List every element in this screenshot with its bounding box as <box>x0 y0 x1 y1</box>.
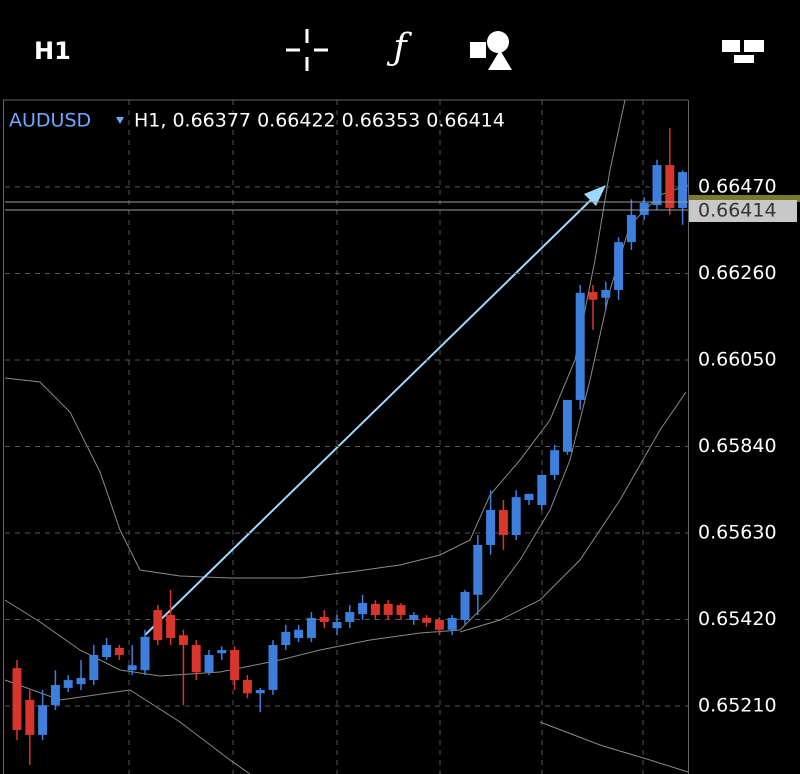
candle-body <box>50 685 60 706</box>
candle-body <box>434 619 444 630</box>
candle-body <box>166 614 176 639</box>
candle-body <box>460 591 470 620</box>
candle-body <box>332 621 342 629</box>
candle-body <box>319 617 329 622</box>
candle-body <box>268 645 278 690</box>
candle-body <box>178 635 188 646</box>
symbol-name[interactable]: AUDUSD <box>9 110 91 132</box>
candle-body <box>511 497 521 536</box>
candle-body <box>242 680 252 694</box>
y-tick-label: 0.65630 <box>698 521 777 543</box>
candle-body <box>409 614 419 620</box>
candle-body <box>89 654 99 681</box>
y-tick-label: 0.66470 <box>698 175 777 197</box>
y-tick-label: 0.66050 <box>698 348 777 370</box>
candle-body <box>38 705 48 735</box>
trend-arrow <box>144 192 599 636</box>
candle-body <box>473 544 483 595</box>
candle-body <box>306 617 316 639</box>
crosshair-button[interactable] <box>286 29 328 71</box>
candle-body <box>537 474 547 505</box>
ask-marker <box>689 194 800 202</box>
objects-button[interactable] <box>470 31 512 70</box>
candle-body <box>601 289 611 298</box>
candle-body <box>294 629 304 639</box>
y-tick-label: 0.65420 <box>698 608 777 630</box>
candle-body <box>498 509 508 536</box>
candle-body <box>678 172 688 208</box>
candle-body <box>396 605 406 615</box>
candle-body <box>626 214 636 243</box>
candle-body <box>639 202 649 215</box>
candle-body <box>114 647 124 655</box>
windows-button[interactable] <box>722 40 764 63</box>
candle-body <box>255 689 265 694</box>
chart <box>3 99 689 774</box>
candle-body <box>102 645 112 657</box>
candle-body <box>550 450 560 475</box>
y-tick-label: 0.66260 <box>698 262 777 284</box>
candle-body <box>25 699 35 735</box>
timeframe-button[interactable]: H1 <box>34 37 71 65</box>
candle-body <box>665 165 675 208</box>
candle-body <box>281 631 291 646</box>
price-label: 0.66414 <box>698 199 777 221</box>
candle-body <box>204 654 214 673</box>
candle-body <box>345 612 355 622</box>
candle-body <box>358 603 368 615</box>
ohlc-info: H1, 0.66377 0.66422 0.66353 0.66414 <box>134 110 505 132</box>
candle-body <box>562 399 572 452</box>
candle-body <box>153 610 163 641</box>
candle-body <box>63 680 73 688</box>
candle-body <box>140 636 150 671</box>
candle-body <box>230 649 240 681</box>
candle-body <box>217 649 227 654</box>
price-label-box <box>689 199 797 222</box>
candle-body <box>76 678 86 685</box>
candle-body <box>12 668 22 730</box>
candle-body <box>575 292 585 400</box>
candle-body <box>383 603 393 615</box>
candle-body <box>588 291 598 300</box>
y-tick-label: 0.65210 <box>698 695 777 717</box>
candle-body <box>614 242 624 290</box>
candle-body <box>370 603 380 615</box>
symbol-dropdown[interactable] <box>116 117 124 124</box>
candle-body <box>486 509 496 545</box>
candle-body <box>127 665 137 671</box>
candle-body <box>524 493 534 501</box>
candle-body <box>191 645 201 673</box>
candle-body <box>447 617 457 630</box>
candle-body <box>422 617 432 623</box>
y-tick-label: 0.65840 <box>698 435 777 457</box>
trend-arrow-head <box>584 185 606 206</box>
candle-body <box>652 165 662 206</box>
